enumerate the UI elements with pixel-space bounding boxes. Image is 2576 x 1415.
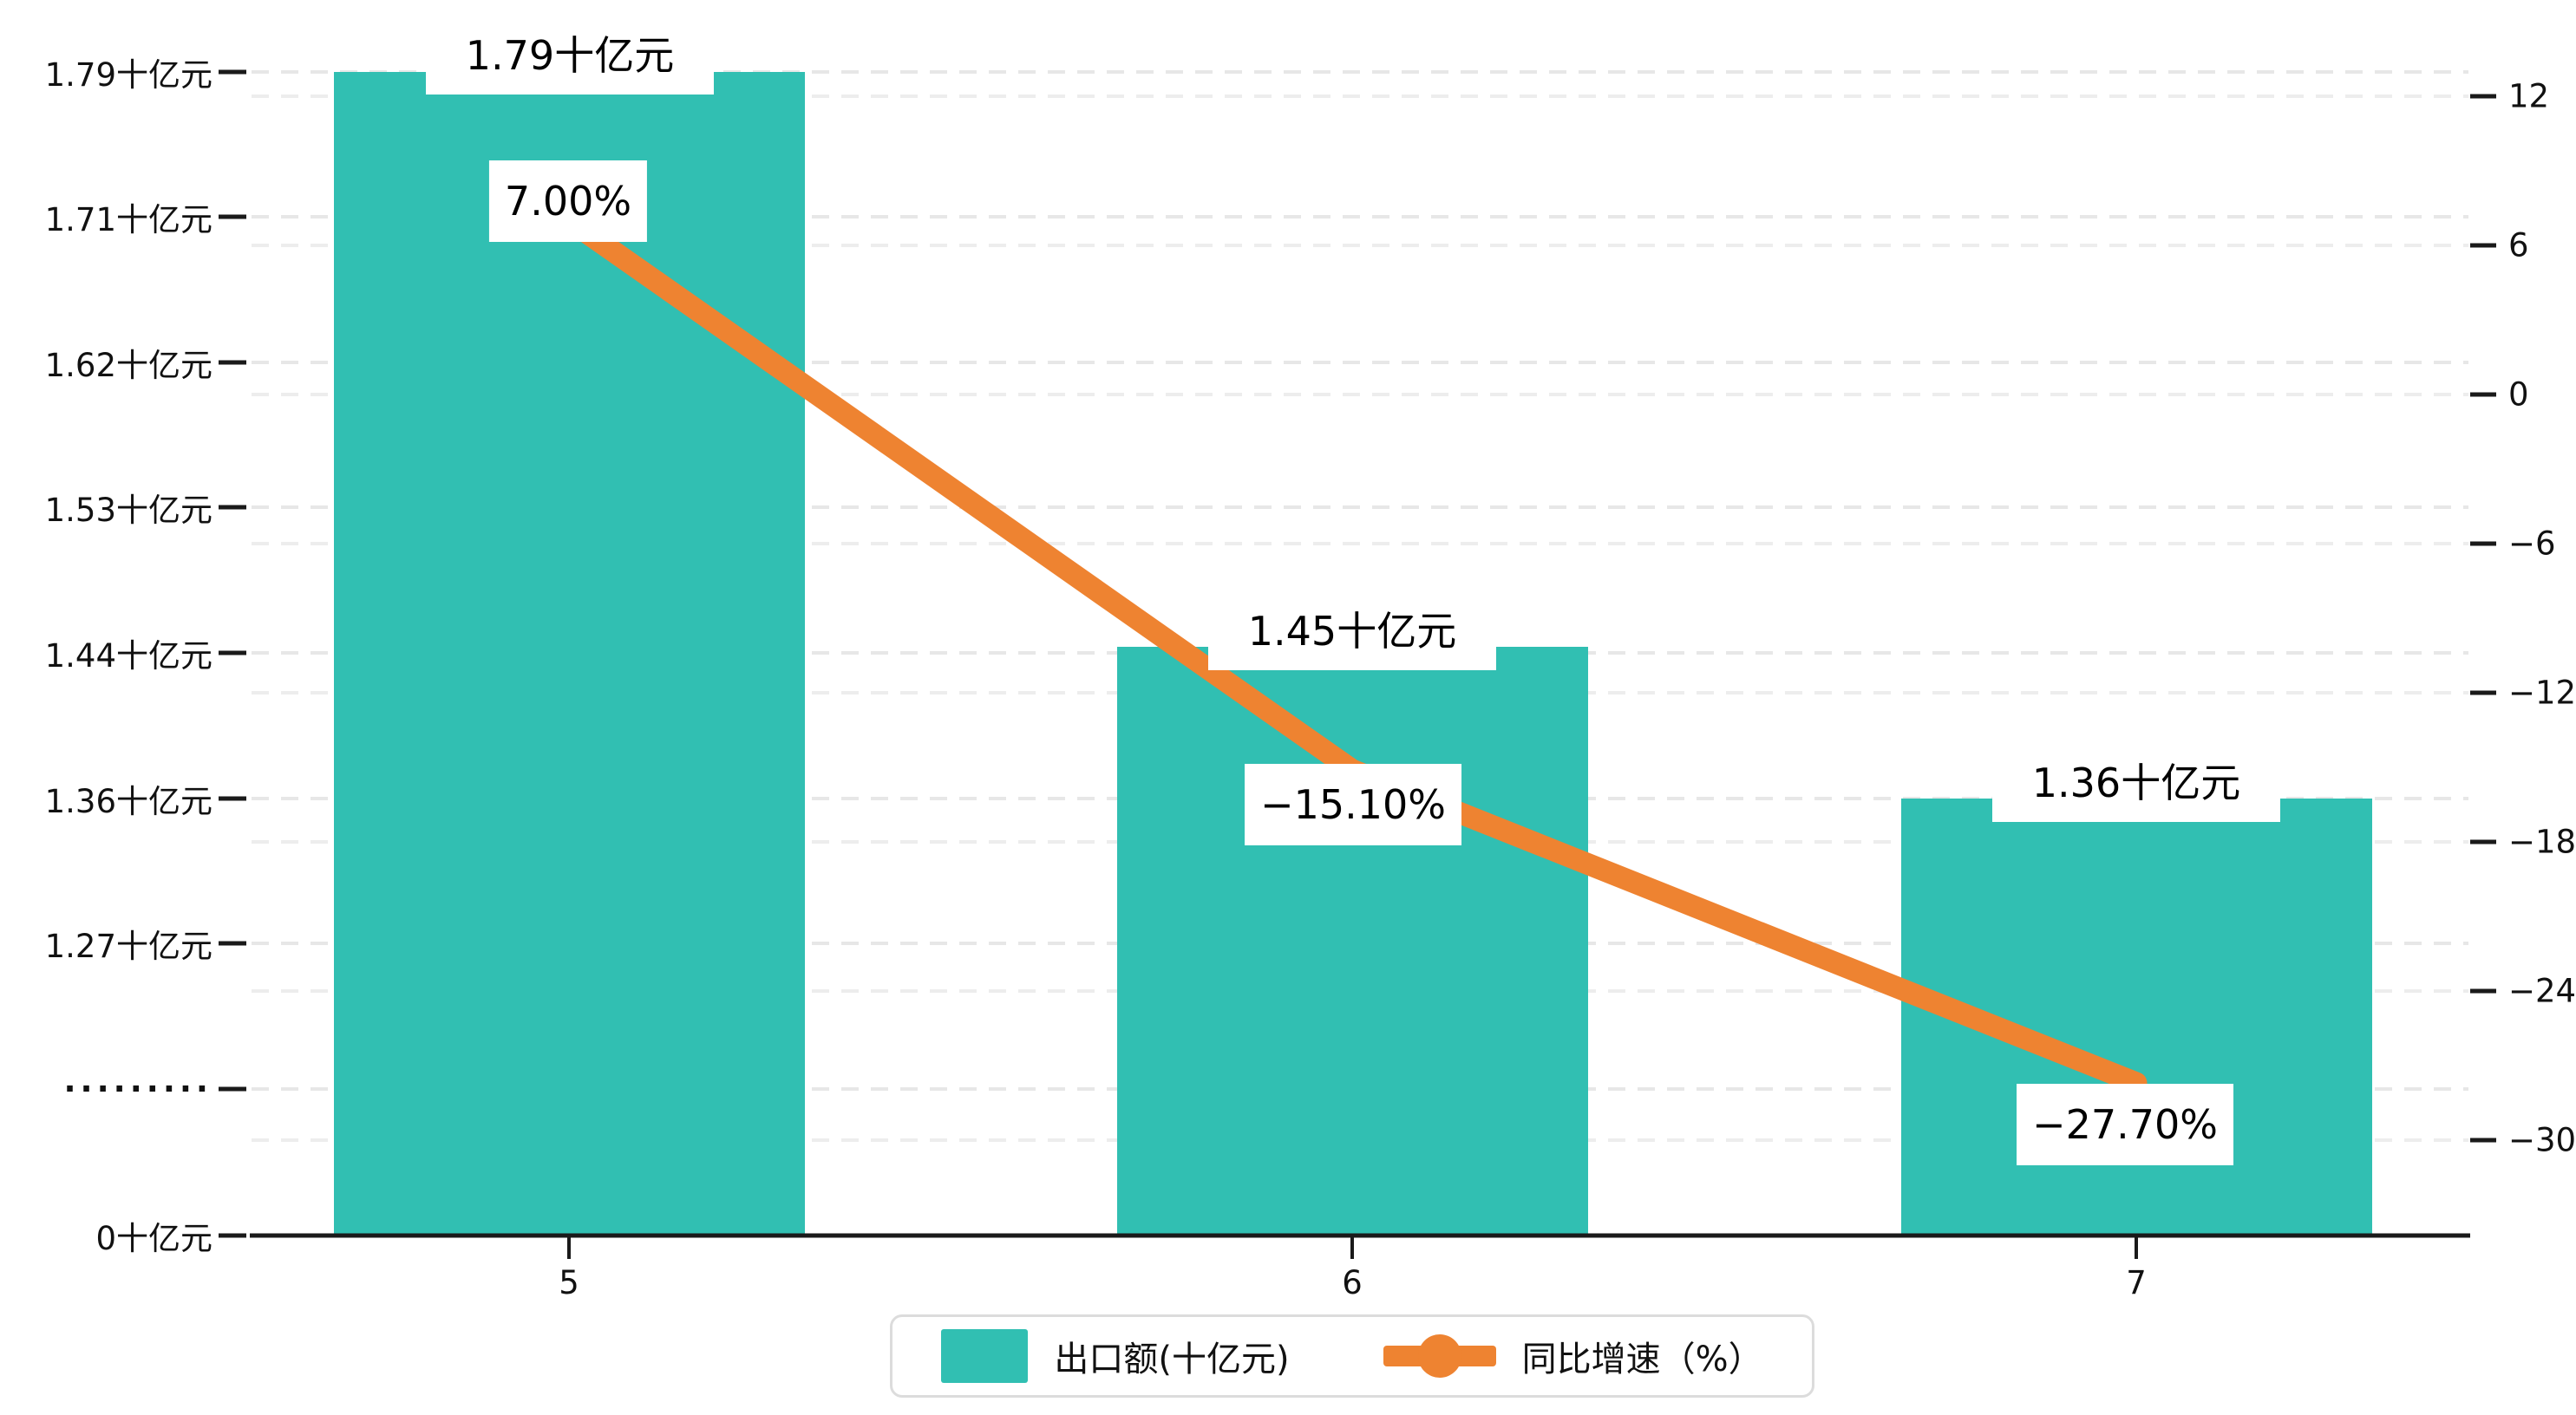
line-value-label: −27.70% bbox=[2017, 1084, 2233, 1165]
bar-month-6[interactable] bbox=[1117, 647, 1588, 1236]
right-axis-tick-label: 12 bbox=[2508, 77, 2550, 115]
right-axis-tick-label: 6 bbox=[2508, 226, 2529, 264]
right-axis-tick-label: −30 bbox=[2508, 1121, 2576, 1159]
right-axis-tick-label: −24 bbox=[2508, 972, 2576, 1010]
left-axis-tick-label: 1.53十亿元 bbox=[44, 492, 212, 529]
legend: 出口额(十亿元) 同比增速（%） bbox=[890, 1314, 1814, 1398]
bar-value-label: 1.36十亿元 bbox=[1992, 739, 2280, 822]
right-axis-tick-label: −18 bbox=[2508, 823, 2576, 861]
right-axis-tick-label: 0 bbox=[2508, 375, 2529, 414]
bar-value-label: 1.79十亿元 bbox=[426, 11, 714, 95]
legend-item-growth[interactable]: 同比增速（%） bbox=[1383, 1331, 1763, 1381]
bar-month-5[interactable] bbox=[334, 72, 805, 1236]
left-axis-tick-marks bbox=[219, 69, 246, 1238]
left-axis-tick-label: 1.36十亿元 bbox=[44, 783, 212, 820]
right-axis-tick-label: −6 bbox=[2508, 525, 2556, 563]
left-axis-tick-label: 1.62十亿元 bbox=[44, 347, 212, 384]
line-value-label: 7.00% bbox=[488, 160, 648, 242]
legend-item-export[interactable]: 出口额(十亿元) bbox=[941, 1329, 1290, 1383]
legend-label-growth: 同比增速（%） bbox=[1521, 1340, 1763, 1379]
line-series-swatch bbox=[1383, 1334, 1496, 1378]
line-value-text: −15.10% bbox=[1260, 781, 1446, 828]
left-axis-tick-label: 1.71十亿元 bbox=[44, 201, 212, 238]
left-axis-break-dots: ········· bbox=[63, 1070, 212, 1108]
line-value-text: 7.00% bbox=[504, 178, 632, 225]
bar-month-7[interactable] bbox=[1901, 799, 2372, 1236]
line-value-text: −27.70% bbox=[2032, 1101, 2218, 1148]
left-axis-tick-label: 1.44十亿元 bbox=[44, 637, 212, 675]
left-axis-tick-label: 1.79十亿元 bbox=[44, 56, 212, 94]
line-value-label: −15.10% bbox=[1245, 764, 1461, 845]
x-axis-tick-marks bbox=[567, 1237, 2138, 1259]
bar-value-text: 1.36十亿元 bbox=[2031, 760, 2241, 806]
bar-value-text: 1.79十亿元 bbox=[465, 32, 675, 79]
left-axis-tick-label: 1.27十亿元 bbox=[44, 928, 212, 965]
line-series-dot-icon bbox=[1417, 1334, 1461, 1378]
x-axis-tick-label: 6 bbox=[1342, 1264, 1363, 1301]
right-axis-tick-label: −12 bbox=[2508, 674, 2576, 712]
x-axis-tick-label: 5 bbox=[559, 1264, 579, 1301]
right-axis-tick-marks bbox=[2470, 94, 2496, 1143]
legend-label-export: 出口额(十亿元) bbox=[1054, 1340, 1290, 1379]
bar-value-label: 1.45十亿元 bbox=[1208, 587, 1496, 670]
bar-value-text: 1.45十亿元 bbox=[1247, 608, 1457, 655]
bar-series-swatch bbox=[941, 1329, 1029, 1383]
x-axis-tick-label: 7 bbox=[2126, 1264, 2147, 1301]
left-axis-tick-label: 0十亿元 bbox=[95, 1220, 212, 1257]
